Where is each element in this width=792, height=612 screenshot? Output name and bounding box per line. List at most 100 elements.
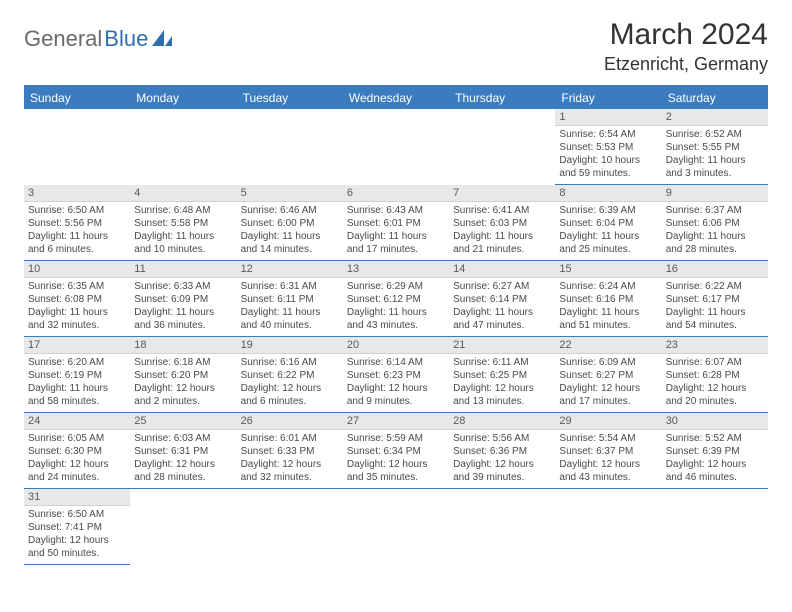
sunset-text: Sunset: 5:53 PM [559, 141, 657, 154]
sunset-text: Sunset: 6:06 PM [666, 217, 764, 230]
sunrise-text: Sunrise: 6:50 AM [28, 508, 126, 521]
sunset-text: Sunset: 6:08 PM [28, 293, 126, 306]
calendar-cell: 11Sunrise: 6:33 AMSunset: 6:09 PMDayligh… [130, 261, 236, 337]
daylight-text: Daylight: 12 hours and 20 minutes. [666, 382, 764, 408]
calendar-cell: 26Sunrise: 6:01 AMSunset: 6:33 PMDayligh… [237, 413, 343, 489]
sunset-text: Sunset: 5:58 PM [134, 217, 232, 230]
day-number: 7 [449, 185, 555, 202]
calendar-cell [24, 109, 130, 185]
sunrise-text: Sunrise: 6:09 AM [559, 356, 657, 369]
day-info: Sunrise: 6:31 AMSunset: 6:11 PMDaylight:… [237, 278, 343, 336]
sunrise-text: Sunrise: 5:59 AM [347, 432, 445, 445]
sunrise-text: Sunrise: 6:33 AM [134, 280, 232, 293]
calendar-header-row: SundayMondayTuesdayWednesdayThursdayFrid… [24, 86, 768, 109]
day-number: 28 [449, 413, 555, 430]
day-number: 29 [555, 413, 661, 430]
calendar-week-row: 1Sunrise: 6:54 AMSunset: 5:53 PMDaylight… [24, 109, 768, 185]
calendar-cell: 15Sunrise: 6:24 AMSunset: 6:16 PMDayligh… [555, 261, 661, 337]
day-number: 22 [555, 337, 661, 354]
daylight-text: Daylight: 11 hours and 10 minutes. [134, 230, 232, 256]
daylight-text: Daylight: 11 hours and 14 minutes. [241, 230, 339, 256]
sunset-text: Sunset: 6:03 PM [453, 217, 551, 230]
day-info: Sunrise: 6:46 AMSunset: 6:00 PMDaylight:… [237, 202, 343, 260]
sunrise-text: Sunrise: 6:48 AM [134, 204, 232, 217]
sunrise-text: Sunrise: 5:52 AM [666, 432, 764, 445]
daylight-text: Daylight: 12 hours and 39 minutes. [453, 458, 551, 484]
sunrise-text: Sunrise: 6:41 AM [453, 204, 551, 217]
calendar-cell [343, 109, 449, 185]
day-number: 11 [130, 261, 236, 278]
weekday-header: Monday [130, 86, 236, 109]
day-info: Sunrise: 6:35 AMSunset: 6:08 PMDaylight:… [24, 278, 130, 336]
logo-text-blue: Blue [104, 26, 148, 52]
day-info: Sunrise: 6:27 AMSunset: 6:14 PMDaylight:… [449, 278, 555, 336]
calendar-cell: 2Sunrise: 6:52 AMSunset: 5:55 PMDaylight… [662, 109, 768, 185]
day-info: Sunrise: 6:37 AMSunset: 6:06 PMDaylight:… [662, 202, 768, 260]
calendar-week-row: 17Sunrise: 6:20 AMSunset: 6:19 PMDayligh… [24, 337, 768, 413]
calendar-cell: 20Sunrise: 6:14 AMSunset: 6:23 PMDayligh… [343, 337, 449, 413]
daylight-text: Daylight: 12 hours and 32 minutes. [241, 458, 339, 484]
day-number: 27 [343, 413, 449, 430]
calendar-cell: 22Sunrise: 6:09 AMSunset: 6:27 PMDayligh… [555, 337, 661, 413]
daylight-text: Daylight: 12 hours and 46 minutes. [666, 458, 764, 484]
day-info: Sunrise: 5:59 AMSunset: 6:34 PMDaylight:… [343, 430, 449, 488]
sunset-text: Sunset: 6:34 PM [347, 445, 445, 458]
day-number: 20 [343, 337, 449, 354]
sunset-text: Sunset: 6:31 PM [134, 445, 232, 458]
day-info: Sunrise: 5:52 AMSunset: 6:39 PMDaylight:… [662, 430, 768, 488]
calendar-cell [343, 489, 449, 565]
sunset-text: Sunset: 6:33 PM [241, 445, 339, 458]
calendar-cell: 31Sunrise: 6:50 AMSunset: 7:41 PMDayligh… [24, 489, 130, 565]
calendar-cell: 14Sunrise: 6:27 AMSunset: 6:14 PMDayligh… [449, 261, 555, 337]
sunrise-text: Sunrise: 6:29 AM [347, 280, 445, 293]
logo: GeneralBlue [24, 18, 172, 52]
day-number: 10 [24, 261, 130, 278]
calendar-cell: 19Sunrise: 6:16 AMSunset: 6:22 PMDayligh… [237, 337, 343, 413]
daylight-text: Daylight: 11 hours and 28 minutes. [666, 230, 764, 256]
sunset-text: Sunset: 6:23 PM [347, 369, 445, 382]
sunrise-text: Sunrise: 6:39 AM [559, 204, 657, 217]
sunset-text: Sunset: 6:39 PM [666, 445, 764, 458]
daylight-text: Daylight: 12 hours and 17 minutes. [559, 382, 657, 408]
daylight-text: Daylight: 11 hours and 32 minutes. [28, 306, 126, 332]
sunrise-text: Sunrise: 6:22 AM [666, 280, 764, 293]
calendar-cell: 6Sunrise: 6:43 AMSunset: 6:01 PMDaylight… [343, 185, 449, 261]
sunrise-text: Sunrise: 6:05 AM [28, 432, 126, 445]
daylight-text: Daylight: 12 hours and 35 minutes. [347, 458, 445, 484]
calendar-body: 1Sunrise: 6:54 AMSunset: 5:53 PMDaylight… [24, 109, 768, 565]
day-info: Sunrise: 6:01 AMSunset: 6:33 PMDaylight:… [237, 430, 343, 488]
calendar-week-row: 10Sunrise: 6:35 AMSunset: 6:08 PMDayligh… [24, 261, 768, 337]
daylight-text: Daylight: 12 hours and 50 minutes. [28, 534, 126, 560]
weekday-header: Wednesday [343, 86, 449, 109]
sunrise-text: Sunrise: 6:18 AM [134, 356, 232, 369]
daylight-text: Daylight: 11 hours and 21 minutes. [453, 230, 551, 256]
daylight-text: Daylight: 11 hours and 25 minutes. [559, 230, 657, 256]
calendar-week-row: 24Sunrise: 6:05 AMSunset: 6:30 PMDayligh… [24, 413, 768, 489]
day-info: Sunrise: 6:24 AMSunset: 6:16 PMDaylight:… [555, 278, 661, 336]
sail-icon [152, 30, 172, 46]
daylight-text: Daylight: 12 hours and 13 minutes. [453, 382, 551, 408]
calendar-cell [662, 489, 768, 565]
day-info: Sunrise: 6:18 AMSunset: 6:20 PMDaylight:… [130, 354, 236, 412]
day-number: 6 [343, 185, 449, 202]
day-number: 23 [662, 337, 768, 354]
day-number: 19 [237, 337, 343, 354]
sunset-text: Sunset: 6:22 PM [241, 369, 339, 382]
daylight-text: Daylight: 12 hours and 28 minutes. [134, 458, 232, 484]
daylight-text: Daylight: 11 hours and 17 minutes. [347, 230, 445, 256]
calendar-cell: 4Sunrise: 6:48 AMSunset: 5:58 PMDaylight… [130, 185, 236, 261]
sunset-text: Sunset: 6:04 PM [559, 217, 657, 230]
day-info: Sunrise: 6:20 AMSunset: 6:19 PMDaylight:… [24, 354, 130, 412]
day-info: Sunrise: 6:05 AMSunset: 6:30 PMDaylight:… [24, 430, 130, 488]
day-number: 9 [662, 185, 768, 202]
day-number: 14 [449, 261, 555, 278]
sunrise-text: Sunrise: 6:03 AM [134, 432, 232, 445]
day-number: 31 [24, 489, 130, 506]
sunrise-text: Sunrise: 6:07 AM [666, 356, 764, 369]
calendar-cell [449, 489, 555, 565]
calendar-cell [449, 109, 555, 185]
day-info: Sunrise: 6:50 AMSunset: 5:56 PMDaylight:… [24, 202, 130, 260]
calendar-cell [237, 489, 343, 565]
day-number: 25 [130, 413, 236, 430]
daylight-text: Daylight: 12 hours and 2 minutes. [134, 382, 232, 408]
